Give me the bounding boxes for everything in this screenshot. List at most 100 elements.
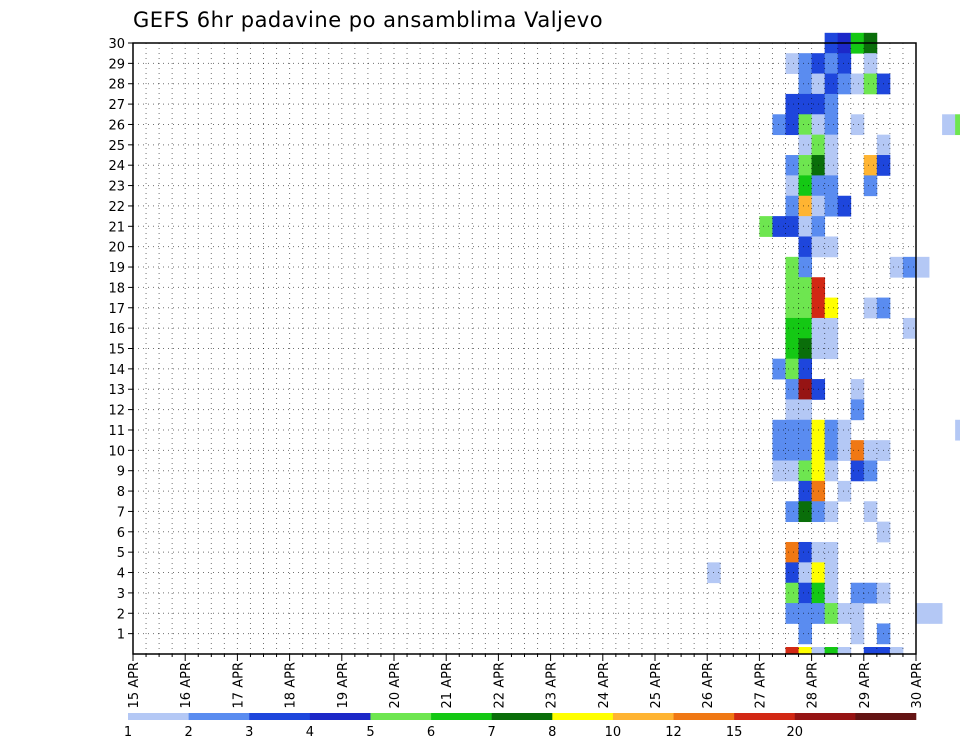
heatmap-cell bbox=[772, 216, 786, 237]
x-axis: 15 APR 16 APR 17 APR 18 APR 19 APR 20 APR 21 A… bbox=[127, 654, 925, 708]
colorbar-label: 4 bbox=[306, 725, 314, 740]
colorbar-segment bbox=[491, 713, 553, 720]
heatmap-cell bbox=[863, 297, 878, 319]
y-tick-label: 6 bbox=[117, 526, 125, 541]
heatmap-cell bbox=[798, 603, 812, 624]
heatmap-cell bbox=[942, 114, 956, 136]
heatmap-cell bbox=[837, 419, 852, 441]
heatmap-cell bbox=[798, 53, 812, 74]
x-tick-label: 23 APR bbox=[545, 662, 560, 708]
heatmap-cell bbox=[824, 93, 839, 115]
colorbar-segment bbox=[734, 713, 796, 720]
heatmap-cell bbox=[863, 73, 878, 95]
y-tick-label: 13 bbox=[108, 383, 125, 398]
heatmap-cell bbox=[785, 419, 799, 441]
heatmap-cell bbox=[798, 256, 812, 278]
colorbar-segment bbox=[370, 713, 432, 720]
heatmap-cell bbox=[798, 399, 812, 421]
heatmap-cell bbox=[824, 440, 839, 461]
heatmap-cell bbox=[824, 582, 839, 604]
heatmap-cell bbox=[824, 73, 839, 95]
heatmap-cell bbox=[824, 297, 839, 319]
colorbar-label: 15 bbox=[726, 725, 743, 740]
y-tick-label: 27 bbox=[108, 98, 125, 113]
heatmap-cell bbox=[837, 603, 852, 624]
heatmap-cell bbox=[798, 480, 812, 502]
x-tick-label: 20 APR bbox=[388, 662, 403, 708]
colorbar-segment bbox=[794, 713, 856, 720]
heatmap-cell bbox=[850, 379, 865, 400]
heatmap-cell bbox=[785, 440, 799, 461]
y-tick-label: 19 bbox=[108, 261, 125, 276]
heatmap-cell bbox=[798, 73, 812, 95]
y-tick-label: 24 bbox=[108, 159, 125, 174]
heatmap-cell bbox=[785, 582, 799, 604]
heatmap-cell bbox=[772, 419, 786, 441]
heatmap-cell bbox=[824, 603, 839, 624]
colorbar: 1 2 3 4 5 6 7 8 10 12 15 20 bbox=[124, 713, 917, 740]
heatmap-cell bbox=[798, 93, 812, 115]
y-tick-label: 26 bbox=[108, 118, 125, 133]
heatmap-cell bbox=[850, 460, 865, 482]
heatmap-cell bbox=[850, 623, 865, 645]
colorbar-segment bbox=[188, 713, 250, 720]
y-tick-label: 21 bbox=[108, 220, 125, 235]
heatmap-cell bbox=[824, 541, 839, 563]
colorbar-label: 6 bbox=[427, 725, 435, 740]
heatmap-cell bbox=[863, 175, 878, 197]
y-tick-label: 30 bbox=[108, 37, 125, 52]
colorbar-label: 3 bbox=[245, 725, 253, 740]
heatmap-cell bbox=[759, 216, 773, 237]
heatmap-cell bbox=[902, 256, 917, 278]
y-tick-label: 10 bbox=[108, 444, 125, 459]
heatmap-cell bbox=[798, 647, 812, 655]
heatmap-cell bbox=[785, 358, 799, 380]
heatmap-cell bbox=[772, 460, 786, 482]
heatmap-cell bbox=[785, 379, 799, 400]
heatmap-cell bbox=[863, 440, 878, 461]
heatmap-cell bbox=[916, 603, 930, 624]
heatmap-cell bbox=[798, 114, 812, 136]
heatmap-cell bbox=[863, 647, 878, 655]
x-tick-label: 28 APR bbox=[806, 662, 821, 708]
heatmap-cell bbox=[785, 562, 799, 584]
y-tick-label: 17 bbox=[108, 302, 125, 317]
heatmap-cell bbox=[785, 93, 799, 115]
y-tick-label: 23 bbox=[108, 180, 125, 195]
y-tick-label: 25 bbox=[108, 139, 125, 154]
heatmap-cell bbox=[824, 419, 839, 441]
y-tick-label: 12 bbox=[108, 404, 125, 419]
heatmap-cell bbox=[785, 114, 799, 136]
heatmap-cell bbox=[785, 399, 799, 421]
heatmap-cell bbox=[824, 134, 839, 156]
heatmap-cell bbox=[850, 399, 865, 421]
heatmap-cell bbox=[837, 195, 852, 217]
heatmap-cell bbox=[798, 195, 812, 217]
x-tick-label: 16 APR bbox=[179, 662, 194, 708]
y-tick-label: 3 bbox=[117, 587, 125, 602]
heatmap-cell bbox=[863, 53, 878, 74]
colorbar-label: 1 bbox=[124, 725, 132, 740]
colorbar-segment bbox=[431, 713, 492, 720]
heatmap-cell bbox=[772, 440, 786, 461]
grid-layer bbox=[133, 42, 916, 654]
y-tick-label: 16 bbox=[108, 322, 125, 337]
heatmap-cell bbox=[785, 297, 799, 319]
heatmap-cell bbox=[863, 460, 878, 482]
heatmap-cell bbox=[798, 236, 812, 258]
colorbar-segment bbox=[612, 713, 674, 720]
heatmap-cell bbox=[785, 195, 799, 217]
heatmap-cell bbox=[785, 647, 799, 655]
heatmap-cell bbox=[863, 155, 878, 176]
y-tick-label: 20 bbox=[108, 241, 125, 256]
heatmap-cell bbox=[798, 460, 812, 482]
heatmap-cell bbox=[889, 256, 904, 278]
heatmap-cell bbox=[824, 195, 839, 217]
heatmap-cell bbox=[798, 155, 812, 176]
heatmap-cell bbox=[837, 53, 852, 74]
x-tick-label: 19 APR bbox=[336, 662, 351, 708]
y-tick-label: 15 bbox=[108, 343, 125, 358]
y-tick-label: 8 bbox=[117, 485, 125, 500]
x-tick-label: 22 APR bbox=[492, 662, 507, 708]
